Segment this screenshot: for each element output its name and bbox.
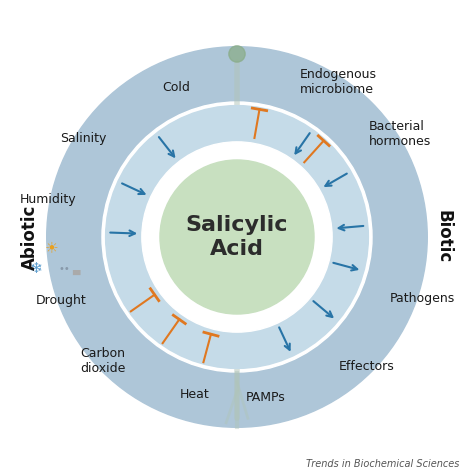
Text: Bacterial
hormones: Bacterial hormones	[368, 120, 431, 148]
Circle shape	[106, 106, 368, 368]
Text: Abiotic: Abiotic	[21, 204, 39, 270]
Text: ▀: ▀	[72, 270, 80, 280]
Circle shape	[229, 46, 245, 62]
Text: Effectors: Effectors	[338, 360, 394, 374]
Ellipse shape	[180, 266, 225, 302]
Text: PAMPs: PAMPs	[246, 391, 285, 404]
Ellipse shape	[175, 199, 226, 236]
Circle shape	[102, 102, 372, 372]
Circle shape	[47, 47, 427, 427]
Ellipse shape	[179, 118, 226, 156]
Text: Trends in Biochemical Sciences: Trends in Biochemical Sciences	[306, 459, 460, 469]
Text: Drought: Drought	[36, 294, 87, 307]
Text: ••: ••	[59, 264, 71, 273]
Circle shape	[142, 142, 332, 332]
Text: Cold: Cold	[163, 81, 191, 94]
Text: Humidity: Humidity	[20, 193, 76, 206]
Text: Heat: Heat	[180, 388, 210, 401]
Text: ☀: ☀	[45, 240, 58, 255]
Text: ❄: ❄	[29, 261, 42, 276]
Ellipse shape	[248, 223, 299, 260]
Circle shape	[160, 160, 314, 314]
Text: Biotic: Biotic	[435, 210, 453, 264]
Text: Carbon
dioxide: Carbon dioxide	[80, 347, 126, 375]
Text: Salicylic
Acid: Salicylic Acid	[186, 215, 288, 259]
Ellipse shape	[248, 146, 295, 183]
Text: Endogenous
microbiome: Endogenous microbiome	[300, 68, 376, 96]
Text: Salinity: Salinity	[60, 132, 107, 146]
Text: Pathogens: Pathogens	[390, 292, 455, 305]
Ellipse shape	[249, 284, 294, 320]
